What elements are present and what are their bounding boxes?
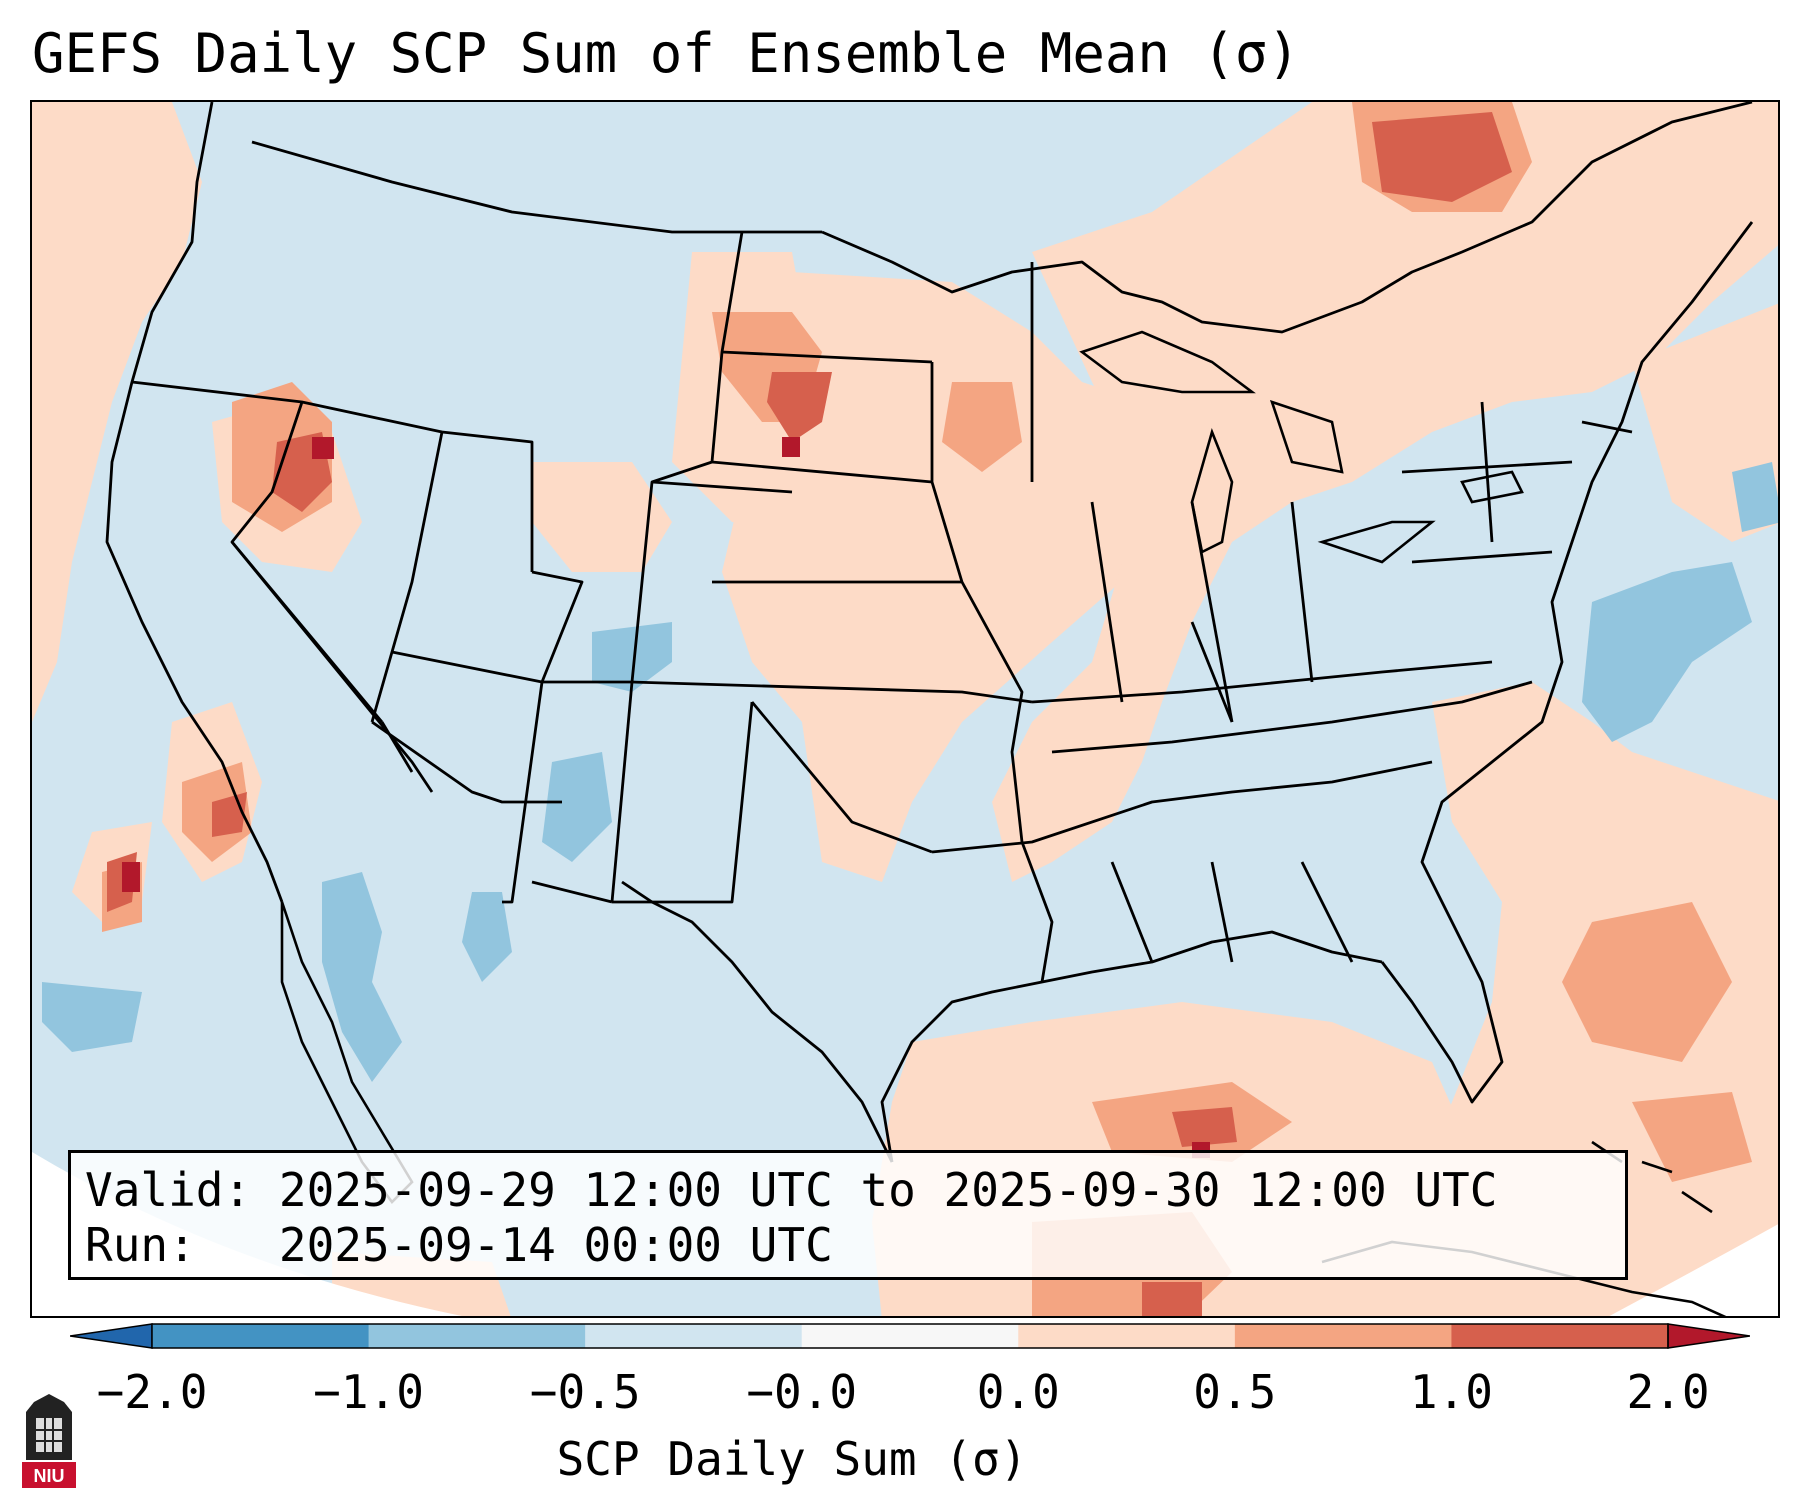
strong-anomaly-regions	[107, 112, 1512, 1316]
valid-range: 2025-09-29 12:00 UTC to 2025-09-30 12:00…	[278, 1163, 1498, 1217]
colorbar-tick-label: 0.0	[976, 1365, 1060, 1419]
state-boundaries	[105, 102, 1754, 1163]
colorbar-segment	[152, 1324, 370, 1348]
map-panel	[30, 100, 1780, 1318]
valid-label: Valid:	[85, 1163, 252, 1217]
colorbar-label: SCP Daily Sum (σ)	[556, 1432, 1028, 1486]
colorbar-tick-label: −0.5	[529, 1365, 641, 1419]
colorbar-segment	[368, 1324, 586, 1348]
colorbar-tick-label: −1.0	[313, 1365, 424, 1419]
colorbar-extend-min	[70, 1323, 153, 1349]
negative-anomaly-regions	[42, 462, 1778, 1082]
colorbar-tick-label: 2.0	[1626, 1365, 1710, 1419]
colorbar-segment	[1018, 1324, 1236, 1348]
run-label: Run:	[85, 1218, 196, 1272]
logo-text: NIU	[34, 1466, 65, 1486]
colorbar-segments	[152, 1324, 1669, 1348]
colorbar-outline	[151, 1323, 1669, 1349]
colorbar-tick-label: −0.0	[746, 1365, 858, 1419]
colorbar-segment	[801, 1324, 1019, 1348]
colorbar-extend-max	[1667, 1323, 1750, 1349]
chart-title: GEFS Daily SCP Sum of Ensemble Mean (σ)	[32, 22, 1300, 85]
map-canvas	[32, 102, 1778, 1316]
colorbar-tick-label: 1.0	[1409, 1365, 1493, 1419]
colorbar-tick-label: −2.0	[96, 1365, 208, 1419]
colorbar-segment	[1451, 1324, 1669, 1348]
valid-run-info-box: Valid: 2025-09-29 12:00 UTC to 2025-09-3…	[68, 1150, 1628, 1280]
colorbar-segment	[585, 1324, 803, 1348]
colorbar-tick-label: 0.5	[1193, 1365, 1277, 1419]
great-lakes	[1079, 330, 1524, 564]
colorbar-segment	[1234, 1324, 1452, 1348]
niu-logo: NIU	[22, 1394, 76, 1488]
run-time: 2025-09-14 00:00 UTC	[278, 1218, 833, 1272]
colorbar	[70, 1323, 1750, 1349]
